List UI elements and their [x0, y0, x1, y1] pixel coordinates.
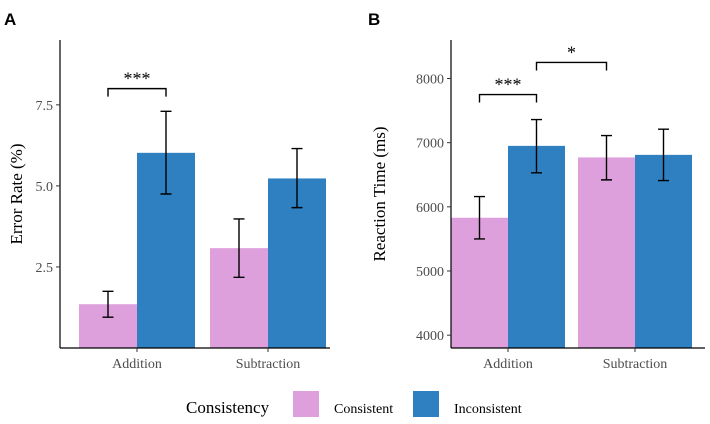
panel-b-significance-bracket — [535, 61, 608, 71]
panel-b-ytick-label: 5000 — [416, 265, 444, 280]
panel-b-y-axis-title: Reaction Time (ms) — [370, 126, 389, 261]
panel-a: A *** 2.5 5.0 7.5 Addition Subtraction Erro… — [4, 10, 330, 372]
panel-a-ytick-label: 5.0 — [36, 180, 54, 195]
panel-b-bar-inconsistent-addition — [508, 145, 565, 348]
legend-label-inconsistent: Inconsistent — [454, 402, 522, 417]
panel-b-ytick-label: 8000 — [416, 73, 444, 88]
legend-swatch-consistent — [293, 391, 319, 417]
legend-swatch-inconsistent — [413, 391, 439, 417]
panel-b-xtick-label-subtraction: Subtraction — [603, 357, 668, 372]
panel-a-ytick-label: 7.5 — [36, 99, 54, 114]
panel-a-ytick-label: 2.5 — [36, 261, 54, 276]
panel-b-letter: B — [368, 10, 380, 29]
panel-a-errorbar-consistent-addition — [102, 290, 114, 318]
legend-label-consistent: Consistent — [334, 402, 393, 417]
panel-a-errorbar-consistent-subtraction — [233, 218, 245, 279]
panel-a-significance-label: *** — [124, 69, 151, 89]
panel-a-xtick-label-subtraction: Subtraction — [236, 357, 301, 372]
panel-a-xtick-label-addition: Addition — [112, 357, 162, 372]
panel-a-significance-bracket — [107, 87, 167, 97]
panel-a-y-axis-title: Error Rate (%) — [7, 143, 26, 244]
panel-a-errorbar-inconsistent-addition — [160, 110, 172, 195]
panel-b-bar-consistent-subtraction — [578, 157, 635, 348]
panel-b-errorbar-inconsistent-subtraction — [658, 128, 669, 182]
panel-b-bar-inconsistent-subtraction — [635, 154, 692, 348]
legend: Consistency Consistent Inconsistent — [186, 391, 522, 417]
panel-b-significance-label: * — [567, 42, 576, 62]
panel-b-errorbar-consistent-subtraction — [601, 134, 612, 181]
legend-title: Consistency — [186, 398, 270, 417]
panel-a-errorbar-inconsistent-subtraction — [291, 147, 303, 209]
panel-b-errorbar-inconsistent-addition — [531, 118, 542, 174]
panel-b-significance-bracket — [478, 93, 538, 103]
panel-b-ytick-label: 7000 — [416, 137, 444, 152]
panel-b-ytick-label: 4000 — [416, 329, 444, 344]
panel-a-letter: A — [4, 10, 16, 29]
panel-b-significance-label: *** — [495, 75, 522, 95]
panel-b-xtick-label-addition: Addition — [483, 357, 533, 372]
panel-b-ytick-label: 6000 — [416, 201, 444, 216]
panel-b-errorbar-consistent-addition — [474, 195, 485, 240]
